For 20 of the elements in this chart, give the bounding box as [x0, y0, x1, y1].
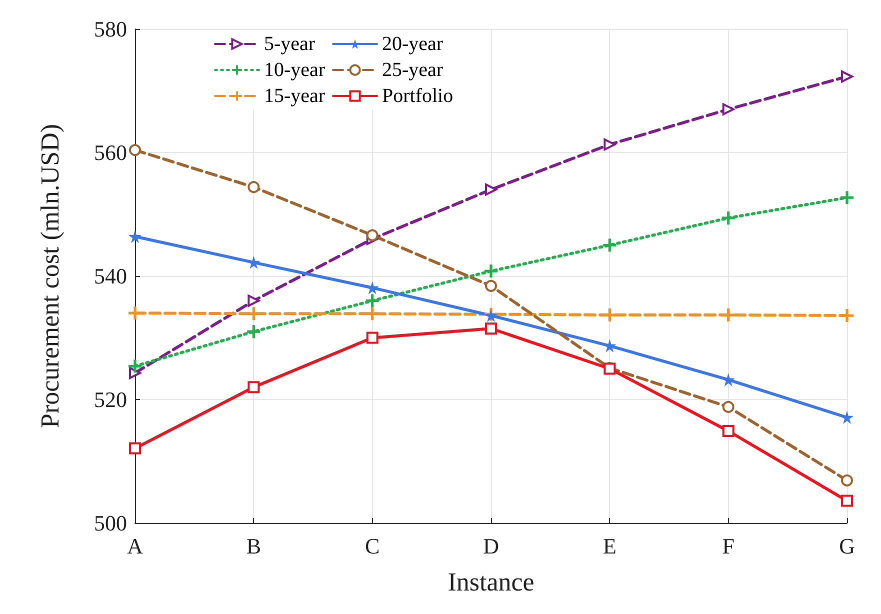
- y-tick-label: 520: [94, 387, 127, 412]
- x-tick-label: D: [483, 534, 499, 558]
- legend-label: 25-year: [382, 59, 444, 81]
- legend-label: 5-year: [264, 33, 316, 55]
- legend-label: 20-year: [382, 33, 444, 55]
- y-tick-label: 540: [94, 264, 127, 288]
- legend-label: 10-year: [264, 59, 326, 81]
- x-tick-label: A: [127, 534, 144, 558]
- y-tick-label: 560: [94, 140, 127, 165]
- x-axis-title: Instance: [448, 568, 534, 596]
- y-tick-label: 580: [94, 16, 127, 42]
- x-tick-label: E: [602, 534, 616, 558]
- x-tick-label: F: [722, 534, 734, 558]
- x-tick-label: G: [839, 534, 856, 558]
- x-tick-label: B: [246, 534, 262, 558]
- y-tick-label: 500: [94, 510, 127, 536]
- y-axis-title: Procurement cost (mln.USD): [36, 124, 64, 428]
- x-tick-label: C: [364, 534, 380, 558]
- legend-label: Portfolio: [382, 85, 454, 107]
- legend-label: 15-year: [264, 85, 326, 107]
